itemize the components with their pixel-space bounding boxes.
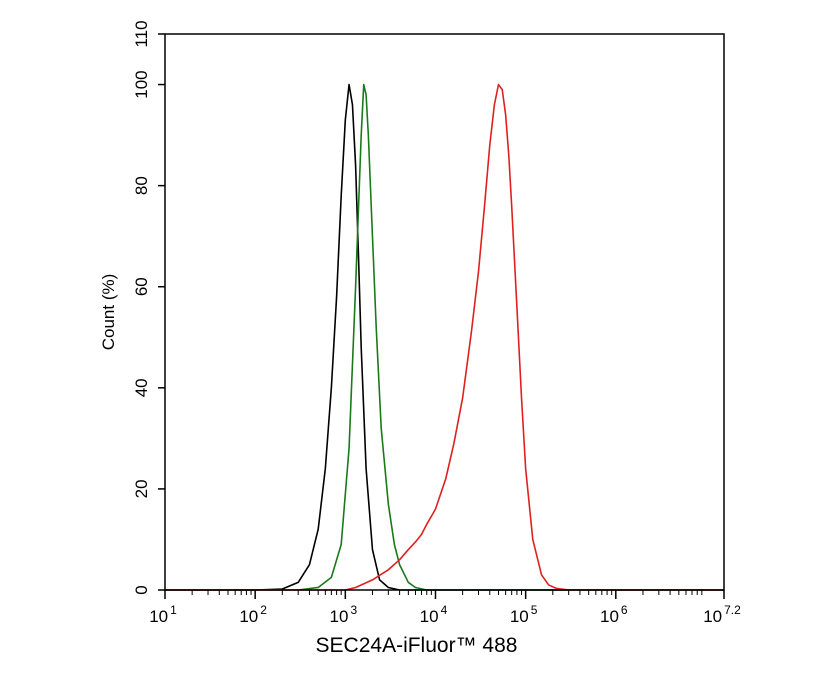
series-line-2 — [165, 83, 724, 591]
x-tick-label: 10 4 — [420, 603, 448, 626]
x-tick-label: 10 6 — [600, 603, 628, 626]
series-line-3 — [165, 83, 724, 591]
y-tick-label: 110 — [132, 20, 151, 47]
plot-frame — [164, 33, 725, 591]
y-tick-label: 100 — [132, 70, 151, 98]
x-tick-label: 10 2 — [239, 603, 267, 626]
y-tick-label: 20 — [132, 479, 151, 498]
x-axis-title: SEC24A-iFluor™ 488 — [316, 634, 518, 657]
series-layer — [165, 83, 724, 591]
series-line-1 — [165, 83, 724, 591]
ticks-layer: 0 20 40 60 80 100 110 10 1 10 2 10 3 10 4 10 5 10 6 10 7.2 — [132, 20, 741, 626]
x-tick-label: 10 7.2 — [703, 603, 741, 626]
y-tick-label: 40 — [132, 378, 151, 397]
y-tick-label: 0 — [132, 585, 151, 594]
y-tick-label: 80 — [132, 176, 151, 195]
x-tick-label: 10 1 — [149, 603, 177, 626]
y-axis-title: Count (%) — [99, 274, 118, 351]
x-tick-label: 10 5 — [510, 603, 538, 626]
y-tick-label: 60 — [132, 277, 151, 296]
x-tick-label: 10 3 — [330, 603, 358, 626]
